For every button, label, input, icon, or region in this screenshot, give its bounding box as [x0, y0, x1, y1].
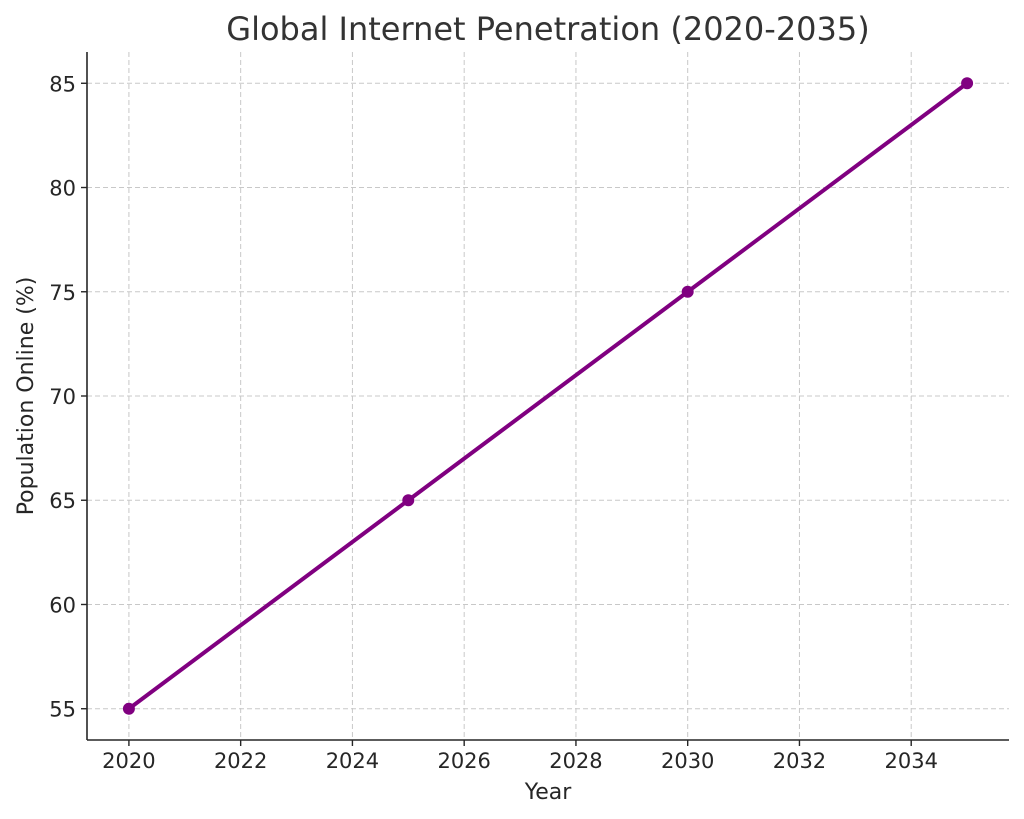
- x-tick-label: 2024: [326, 749, 379, 773]
- x-tick-label: 2028: [549, 749, 602, 773]
- y-tick-label: 85: [49, 72, 76, 96]
- grid: [87, 52, 1009, 740]
- data-point: [961, 77, 974, 90]
- x-tick-label: 2022: [214, 749, 267, 773]
- x-tick-label: 2030: [661, 749, 714, 773]
- x-tick-label: 2020: [102, 749, 155, 773]
- x-tick-label: 2026: [437, 749, 490, 773]
- chart-title: Global Internet Penetration (2020-2035): [226, 10, 869, 48]
- x-tick-label: 2034: [884, 749, 937, 773]
- data-point: [122, 702, 135, 715]
- y-tick-label: 60: [49, 593, 76, 617]
- data-point: [402, 494, 415, 507]
- y-tick-label: 65: [49, 489, 76, 513]
- data-point: [681, 285, 694, 298]
- ticks: 2020 2022 2024 2026 2028 2030 2032 2034 55 60 65 70…: [49, 72, 938, 773]
- y-tick-label: 70: [49, 385, 76, 409]
- y-tick-label: 55: [49, 698, 76, 722]
- x-tick-label: 2032: [773, 749, 826, 773]
- y-axis-title: Population Online (%): [14, 277, 39, 516]
- x-axis-title: Year: [524, 780, 573, 805]
- y-tick-label: 75: [49, 281, 76, 305]
- series-line: [126, 81, 970, 711]
- series-layer: [122, 77, 974, 715]
- y-tick-label: 80: [49, 177, 76, 201]
